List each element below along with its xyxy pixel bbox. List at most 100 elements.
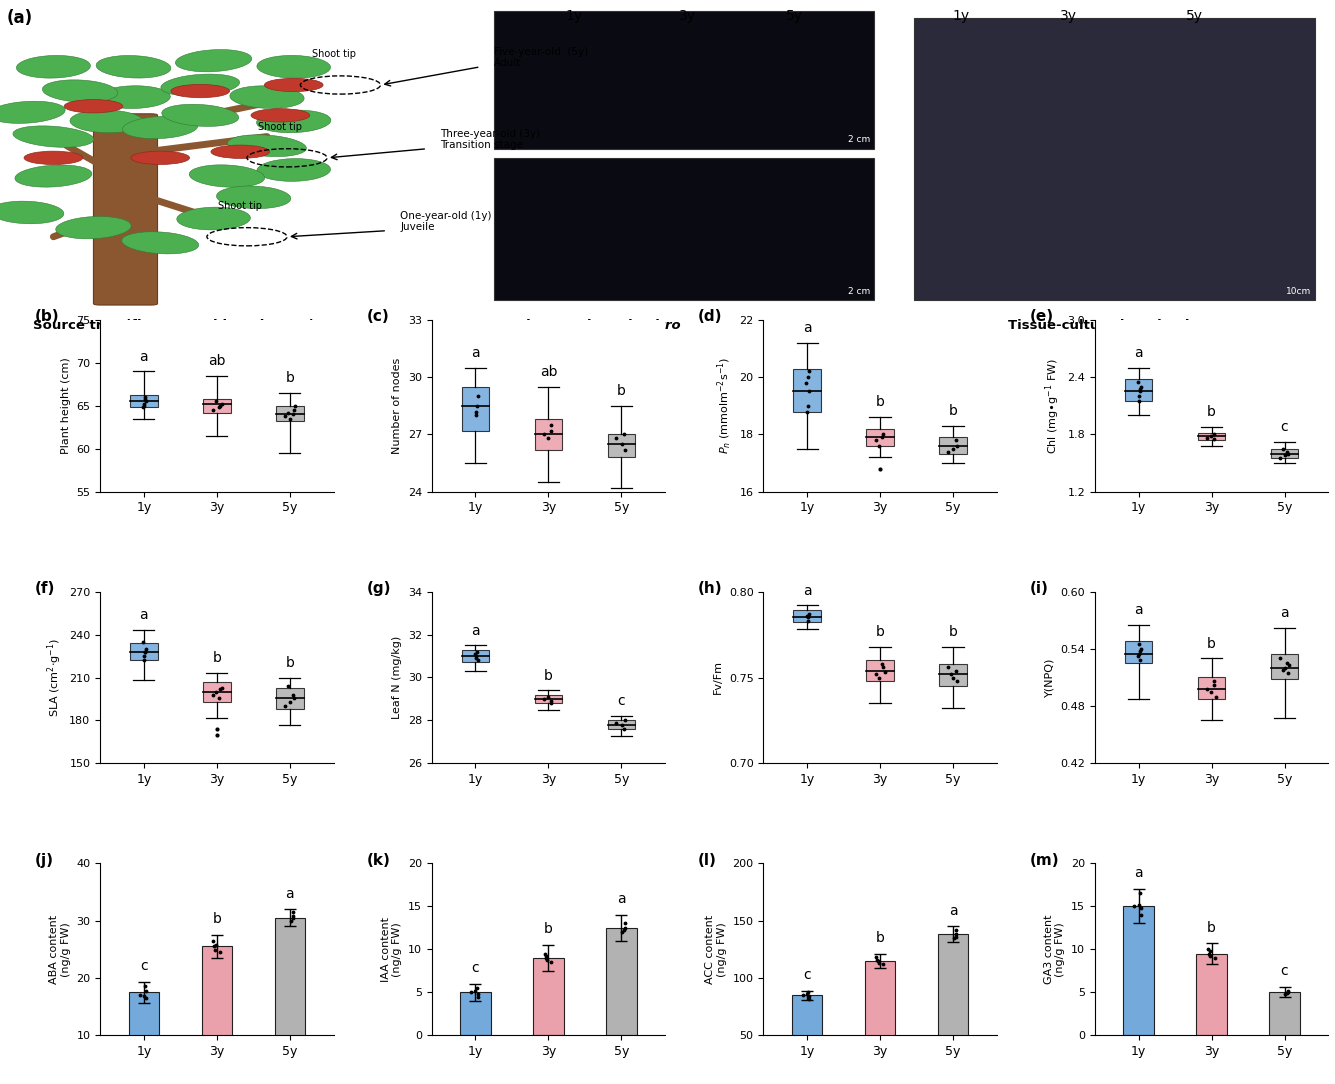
Ellipse shape bbox=[230, 86, 304, 108]
Text: a: a bbox=[471, 623, 479, 637]
Bar bbox=[461, 992, 491, 1035]
Text: b: b bbox=[1207, 636, 1216, 650]
Ellipse shape bbox=[123, 116, 198, 139]
Text: (k): (k) bbox=[366, 853, 390, 868]
Text: Three-year-old (3y)
Transition stage: Three-year-old (3y) Transition stage bbox=[441, 129, 541, 151]
Text: (a): (a) bbox=[7, 9, 33, 27]
Text: 5y: 5y bbox=[1187, 9, 1203, 23]
Text: c: c bbox=[1280, 965, 1288, 979]
Text: Shoot tip: Shoot tip bbox=[312, 49, 355, 60]
Text: (m): (m) bbox=[1029, 853, 1059, 868]
Ellipse shape bbox=[96, 55, 171, 78]
Bar bbox=[1196, 954, 1227, 1035]
FancyBboxPatch shape bbox=[462, 649, 490, 662]
FancyBboxPatch shape bbox=[494, 158, 874, 300]
Y-axis label: GA3 content
(ng/g FW): GA3 content (ng/g FW) bbox=[1044, 915, 1065, 984]
Text: ab: ab bbox=[539, 365, 557, 379]
Y-axis label: Y(NPQ): Y(NPQ) bbox=[1045, 658, 1055, 697]
Text: a: a bbox=[286, 887, 294, 901]
Text: (j): (j) bbox=[35, 853, 53, 868]
Text: a: a bbox=[1135, 346, 1143, 360]
FancyBboxPatch shape bbox=[534, 695, 562, 704]
FancyBboxPatch shape bbox=[1125, 642, 1152, 663]
Ellipse shape bbox=[13, 126, 93, 147]
Text: Tissue-cultured apple plants: Tissue-cultured apple plants bbox=[1008, 319, 1222, 332]
Ellipse shape bbox=[56, 217, 131, 238]
Text: 1y: 1y bbox=[953, 9, 969, 23]
Text: (g): (g) bbox=[366, 581, 391, 596]
Ellipse shape bbox=[43, 80, 117, 102]
Text: b: b bbox=[949, 404, 957, 418]
FancyBboxPatch shape bbox=[1271, 654, 1299, 680]
Y-axis label: Number of nodes: Number of nodes bbox=[392, 358, 402, 454]
FancyBboxPatch shape bbox=[203, 682, 231, 701]
Ellipse shape bbox=[160, 74, 240, 95]
Text: b: b bbox=[617, 384, 626, 398]
Text: (d): (d) bbox=[698, 309, 722, 324]
Ellipse shape bbox=[216, 186, 291, 208]
Text: b: b bbox=[876, 624, 885, 638]
Text: Source tree (five-year-old apple tree): Source tree (five-year-old apple tree) bbox=[32, 319, 315, 332]
FancyBboxPatch shape bbox=[494, 11, 874, 149]
Text: a: a bbox=[949, 904, 957, 918]
FancyBboxPatch shape bbox=[1197, 678, 1226, 698]
Bar bbox=[275, 918, 306, 1084]
Text: a: a bbox=[140, 608, 148, 622]
FancyBboxPatch shape bbox=[607, 435, 635, 457]
Text: 3y: 3y bbox=[1060, 9, 1076, 23]
Text: a: a bbox=[802, 583, 812, 597]
Text: a: a bbox=[1135, 866, 1143, 880]
Text: b: b bbox=[876, 396, 885, 410]
Text: (h): (h) bbox=[698, 581, 722, 596]
Text: One-year-old (1y)
Juveile: One-year-old (1y) Juveile bbox=[400, 210, 493, 232]
Text: a: a bbox=[1135, 603, 1143, 617]
Text: a: a bbox=[471, 346, 479, 360]
FancyBboxPatch shape bbox=[793, 369, 821, 412]
Bar bbox=[128, 992, 159, 1084]
Text: 10cm: 10cm bbox=[1286, 287, 1311, 296]
Bar bbox=[865, 960, 896, 1084]
Circle shape bbox=[264, 78, 323, 92]
Text: b: b bbox=[286, 656, 294, 670]
FancyBboxPatch shape bbox=[939, 663, 967, 686]
Text: 1y: 1y bbox=[566, 9, 582, 23]
Ellipse shape bbox=[0, 202, 64, 223]
Text: (c): (c) bbox=[366, 309, 388, 324]
Bar bbox=[533, 958, 563, 1035]
Text: 3y: 3y bbox=[680, 9, 696, 23]
Circle shape bbox=[171, 85, 230, 98]
Ellipse shape bbox=[256, 55, 331, 78]
FancyBboxPatch shape bbox=[607, 721, 635, 730]
Bar bbox=[792, 995, 822, 1084]
Text: b: b bbox=[543, 669, 553, 683]
FancyBboxPatch shape bbox=[793, 610, 821, 622]
Text: c: c bbox=[140, 959, 148, 973]
Text: c: c bbox=[804, 968, 810, 982]
Ellipse shape bbox=[190, 165, 264, 188]
Text: (f): (f) bbox=[35, 581, 55, 596]
Text: (l): (l) bbox=[698, 853, 717, 868]
Text: Five-year-old  (5y)
Adult: Five-year-old (5y) Adult bbox=[494, 47, 589, 68]
Circle shape bbox=[131, 151, 190, 165]
FancyBboxPatch shape bbox=[1197, 433, 1226, 440]
FancyBboxPatch shape bbox=[866, 660, 894, 681]
Text: b: b bbox=[949, 624, 957, 638]
Ellipse shape bbox=[69, 111, 144, 132]
Y-axis label: Fv/Fm: Fv/Fm bbox=[713, 660, 724, 695]
Text: in vitro: in vitro bbox=[627, 319, 681, 332]
Bar bbox=[606, 928, 637, 1035]
Bar bbox=[1123, 906, 1153, 1035]
Ellipse shape bbox=[0, 101, 65, 124]
Y-axis label: Chl (mg$\bullet$g$^{-1}$ FW): Chl (mg$\bullet$g$^{-1}$ FW) bbox=[1043, 358, 1061, 454]
FancyBboxPatch shape bbox=[534, 420, 562, 450]
FancyBboxPatch shape bbox=[203, 399, 231, 413]
Ellipse shape bbox=[162, 104, 239, 127]
Circle shape bbox=[24, 151, 83, 165]
FancyBboxPatch shape bbox=[866, 428, 894, 446]
Text: c: c bbox=[1280, 421, 1288, 435]
FancyBboxPatch shape bbox=[1271, 449, 1299, 459]
Circle shape bbox=[64, 100, 123, 113]
Text: (b): (b) bbox=[35, 309, 59, 324]
Ellipse shape bbox=[256, 111, 331, 132]
Text: 2 cm: 2 cm bbox=[848, 287, 870, 296]
